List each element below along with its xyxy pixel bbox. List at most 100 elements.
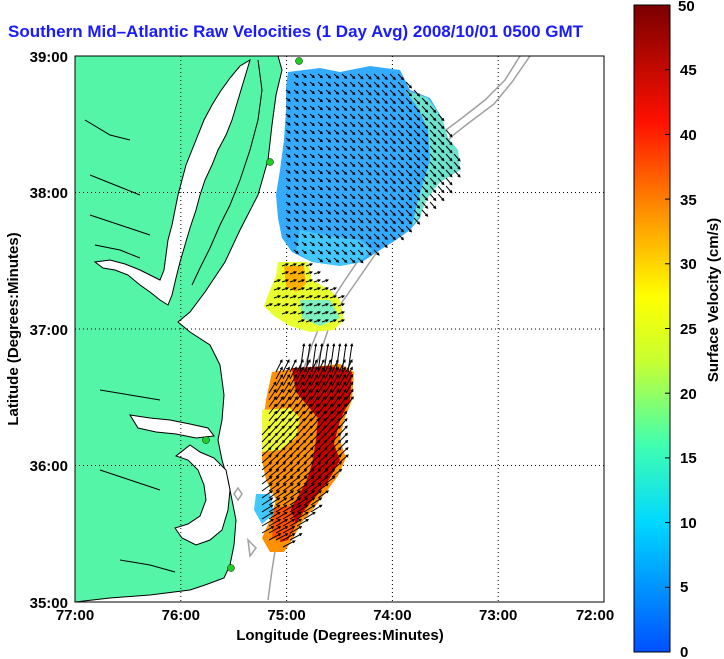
velocity-arrow — [317, 129, 324, 135]
velocity-arrow — [429, 177, 437, 186]
velocity-arrow — [321, 303, 329, 307]
velocity-arrow — [445, 161, 453, 170]
velocity-arrow — [282, 511, 295, 520]
velocity-arrow — [333, 113, 340, 119]
velocity-arrow — [421, 145, 429, 153]
velocity-arrow — [338, 410, 348, 422]
velocity-arrow — [313, 279, 321, 283]
velocity-arrow — [261, 526, 275, 534]
velocity-arrow — [268, 526, 282, 534]
velocity-arrow — [297, 319, 305, 323]
velocity-arrow — [285, 113, 291, 118]
velocity-arrow — [341, 161, 348, 167]
velocity-arrow — [301, 97, 307, 103]
velocity-arrow — [421, 121, 429, 129]
velocity-arrow — [321, 319, 329, 323]
velocity-arrow — [285, 161, 291, 166]
velocity-arrow — [321, 279, 329, 283]
velocity-arrow — [381, 241, 388, 248]
velocity-arrow — [309, 201, 316, 207]
colorbar-tick-label: 25 — [680, 321, 697, 338]
velocity-arrow — [281, 287, 289, 291]
velocity-arrow — [389, 81, 396, 89]
velocity-arrow — [273, 295, 281, 299]
velocity-arrow — [285, 217, 291, 222]
velocity-arrow — [289, 475, 301, 485]
velocity-arrow — [357, 241, 364, 248]
velocity-arrow — [261, 511, 274, 520]
velocity-arrow — [357, 129, 364, 136]
velocity-arrow — [331, 388, 340, 401]
velocity-arrow — [301, 81, 307, 87]
velocity-arrow — [413, 105, 421, 113]
velocity-arrow — [289, 263, 297, 267]
velocity-arrow — [429, 153, 437, 162]
colorbar-tick-label: 15 — [680, 450, 697, 467]
velocity-arrow — [421, 169, 429, 177]
velocity-arrow — [309, 153, 316, 159]
velocity-arrow — [338, 381, 347, 394]
velocity-arrow — [365, 145, 372, 152]
velocity-arrow — [303, 388, 312, 401]
x-tick-label: 77:00 — [56, 607, 94, 624]
velocity-arrow — [325, 73, 332, 79]
velocity-arrow — [293, 81, 299, 86]
velocity-arrow — [317, 468, 329, 478]
velocity-arrow — [357, 217, 364, 224]
velocity-arrow — [373, 233, 380, 240]
velocity-arrow — [289, 497, 302, 506]
velocity-arrow — [275, 475, 287, 485]
velocity-arrow — [413, 121, 421, 129]
velocity-arrow — [301, 249, 307, 255]
velocity-arrow — [261, 504, 274, 513]
velocity-arrow — [373, 241, 380, 248]
velocity-arrow — [413, 113, 421, 121]
velocity-arrow — [297, 263, 305, 267]
velocity-arrow — [429, 129, 437, 138]
velocity-arrow — [289, 483, 301, 492]
velocity-arrow — [289, 533, 303, 541]
velocity-arrow — [341, 233, 348, 239]
velocity-arrow — [413, 145, 421, 153]
velocity-arrow — [289, 271, 297, 275]
velocity-arrow — [381, 201, 388, 208]
velocity-arrow — [301, 185, 307, 191]
velocity-arrow — [310, 483, 322, 492]
velocity-arrow — [337, 311, 345, 315]
velocity-arrow — [310, 497, 323, 506]
velocity-arrow — [341, 105, 348, 111]
velocity-arrow — [301, 89, 307, 95]
velocity-arrow — [275, 381, 284, 394]
velocity-arrow — [337, 319, 345, 323]
velocity-arrow — [303, 410, 313, 422]
velocity-arrow — [303, 366, 311, 380]
velocity-arrow — [365, 217, 372, 224]
velocity-arrow — [333, 129, 340, 135]
velocity-arrow — [373, 97, 380, 104]
colorbar-tick-label: 50 — [678, 0, 695, 15]
velocity-arrow — [365, 225, 372, 232]
velocity-arrow — [325, 113, 332, 119]
velocity-arrow — [338, 447, 349, 457]
velocity-arrow — [268, 490, 281, 499]
velocity-arrow — [317, 193, 324, 199]
velocity-arrow — [317, 137, 324, 143]
velocity-arrow — [373, 73, 380, 80]
velocity-arrow — [293, 129, 299, 134]
velocity-arrow — [381, 193, 388, 200]
velocity-arrow — [321, 311, 329, 315]
velocity-arrow — [309, 161, 316, 167]
velocity-arrow — [437, 193, 445, 202]
velocity-arrow — [296, 461, 308, 471]
velocity-arrow — [310, 373, 318, 387]
velocity-arrow — [296, 373, 304, 387]
velocity-arrow — [349, 113, 356, 120]
velocity-arrow — [325, 145, 332, 151]
velocity-arrow — [317, 359, 325, 373]
velocity-arrow — [293, 249, 299, 254]
velocity-arrow — [381, 169, 388, 176]
velocity-arrow — [365, 201, 372, 208]
velocity-arrow — [293, 89, 299, 94]
velocity-arrow — [349, 225, 356, 232]
velocity-arrow — [309, 177, 316, 183]
